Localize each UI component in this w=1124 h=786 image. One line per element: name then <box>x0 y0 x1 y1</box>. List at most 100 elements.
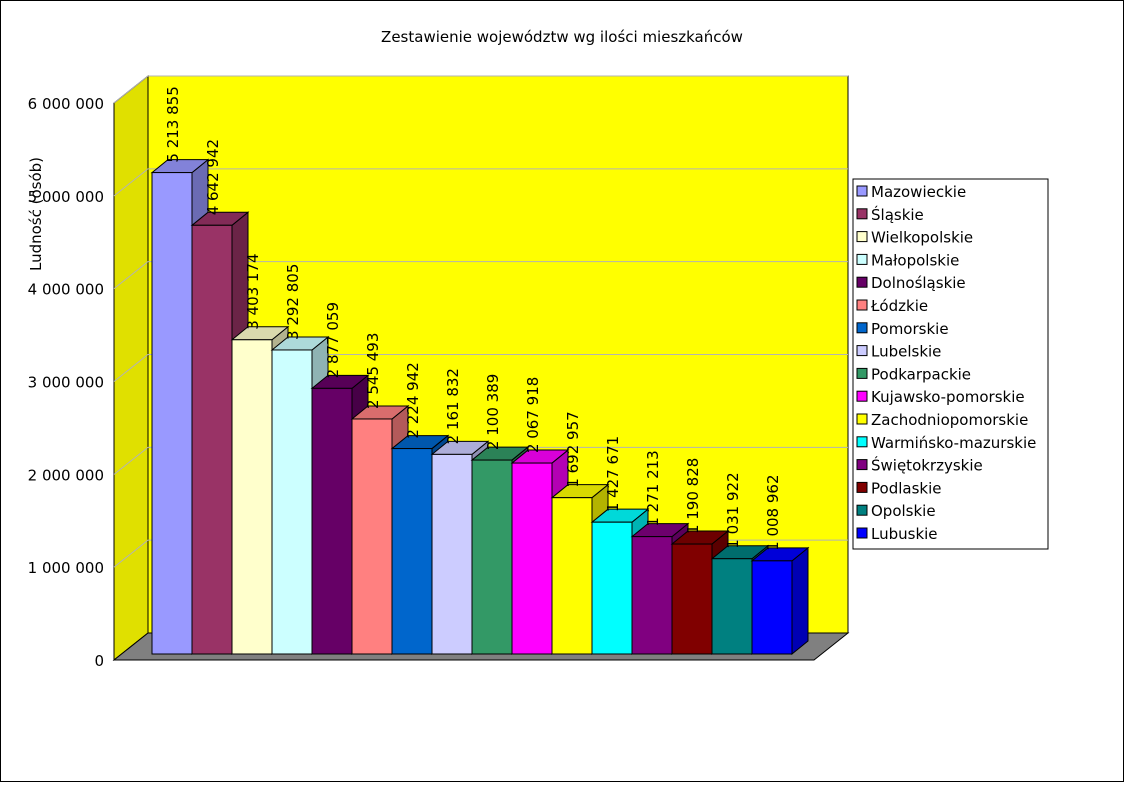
bar-front <box>191 224 233 655</box>
gridline <box>113 446 848 475</box>
bar <box>190 211 250 656</box>
legend-box <box>852 178 1049 550</box>
legend-swatch <box>856 390 868 402</box>
y-tick-label: 5 000 000 <box>28 188 104 206</box>
bars <box>150 158 810 656</box>
bar-front <box>591 521 633 655</box>
legend-swatch <box>856 322 868 334</box>
legend-label: Dolnośląskie <box>871 274 966 292</box>
y-tick-label: 3 000 000 <box>28 374 104 392</box>
bar-front <box>391 448 433 655</box>
legend-label: Wielkopolskie <box>871 229 973 247</box>
bar-front <box>511 462 553 655</box>
data-label: 2 545 493 <box>364 333 382 409</box>
legend-item: Lubelskie <box>856 343 941 361</box>
legend-swatch <box>856 253 868 265</box>
bar-front <box>631 536 673 655</box>
gridline <box>113 75 848 104</box>
legend-swatch <box>856 185 868 197</box>
legend-item: Podkarpackie <box>856 365 971 383</box>
legend-item: Śląskie <box>856 205 924 224</box>
data-label: 1 271 213 <box>644 450 662 526</box>
data-label: 3 292 805 <box>284 264 302 340</box>
legend-swatch <box>856 413 868 425</box>
bar-front <box>711 558 753 655</box>
legend-label: Opolskie <box>871 502 936 520</box>
bar-front <box>311 387 353 655</box>
legend-label: Świętokrzyskie <box>871 456 983 475</box>
gridline <box>113 168 848 197</box>
legend-item: Świętokrzyskie <box>856 456 983 475</box>
gridline <box>113 261 848 290</box>
data-label: 2 224 942 <box>404 362 422 438</box>
data-label: 2 100 389 <box>484 374 502 450</box>
legend-swatch <box>856 527 868 539</box>
legend-item: Mazowieckie <box>856 183 966 201</box>
legend-swatch <box>856 481 868 493</box>
legend-label: Warmińsko-mazurskie <box>871 434 1036 452</box>
legend-swatch <box>856 299 868 311</box>
legend-label: Łódzkie <box>870 297 928 315</box>
data-labels: 5 213 855 4 642 942 3 403 174 3 292 805 2 87… <box>164 86 782 551</box>
data-label: 4 642 942 <box>204 139 222 215</box>
gridline <box>113 354 848 382</box>
data-label: 1 190 828 <box>684 458 702 534</box>
bar-front <box>471 459 513 655</box>
legend-label: Pomorskie <box>871 320 949 338</box>
y-tick-label: 4 000 000 <box>28 281 104 299</box>
legend-label: Podlaskie <box>871 479 941 497</box>
data-label: 1 692 957 <box>564 411 582 487</box>
legend-item: Lubuskie <box>856 525 938 543</box>
data-label: 1 008 962 <box>764 474 782 550</box>
bar-front <box>271 349 313 655</box>
legend-swatch <box>856 208 868 220</box>
legend-label: Lubelskie <box>871 343 941 361</box>
legend-item: Dolnośląskie <box>856 274 966 292</box>
legend-item: Warmińsko-mazurskie <box>856 434 1036 452</box>
data-label: 1 427 671 <box>604 436 622 512</box>
gridlines <box>113 75 848 568</box>
legend-item: Podlaskie <box>856 479 941 497</box>
legend-item: Pomorskie <box>856 320 949 338</box>
data-label: 5 213 855 <box>164 86 182 162</box>
legend-swatch <box>856 276 868 288</box>
bar-front <box>551 497 593 655</box>
y-tick-label: 0 <box>94 652 104 670</box>
legend-swatch <box>856 231 868 243</box>
y-axis-ticks: 0 1 000 000 2 000 000 3 000 000 4 000 000 5 0… <box>28 95 104 670</box>
bar-front <box>151 172 193 655</box>
legend-label: Mazowieckie <box>871 183 966 201</box>
bar-front <box>671 543 713 655</box>
legend-item: Kujawsko-pomorskie <box>856 388 1025 406</box>
y-tick-label: 2 000 000 <box>28 466 104 484</box>
legend-swatch <box>856 367 868 379</box>
data-label: 3 403 174 <box>244 253 262 329</box>
legend-label: Zachodniopomorskie <box>871 411 1028 429</box>
y-tick-label: 1 000 000 <box>28 559 104 577</box>
y-tick-label: 6 000 000 <box>28 95 104 113</box>
data-label: 1 031 922 <box>724 472 742 548</box>
legend-item: Małopolskie <box>856 251 959 269</box>
legend: Mazowieckie Śląskie Wielkopolskie Małopolsk… <box>852 178 1049 550</box>
legend-item: Wielkopolskie <box>856 229 973 247</box>
legend-label: Lubuskie <box>871 525 938 543</box>
legend-item: Zachodniopomorskie <box>856 411 1028 429</box>
chart-title: Zestawienie województw wg ilości mieszka… <box>381 28 743 46</box>
data-label: 2 067 918 <box>524 377 542 453</box>
data-label: 2 877 059 <box>324 302 342 378</box>
legend-label: Małopolskie <box>871 251 959 269</box>
bar-front <box>751 560 793 655</box>
bar <box>750 546 810 656</box>
legend-item: Łódzkie <box>856 297 928 315</box>
legend-label: Śląskie <box>871 205 924 224</box>
bar-front <box>351 418 393 655</box>
legend-swatch <box>856 504 868 516</box>
bar-front <box>431 453 473 655</box>
y-axis-label: Ludność (osób) <box>27 157 45 271</box>
legend-swatch <box>856 459 868 471</box>
legend-label: Podkarpackie <box>871 365 971 383</box>
data-label: 2 161 832 <box>444 368 462 444</box>
bar-side <box>791 546 809 656</box>
